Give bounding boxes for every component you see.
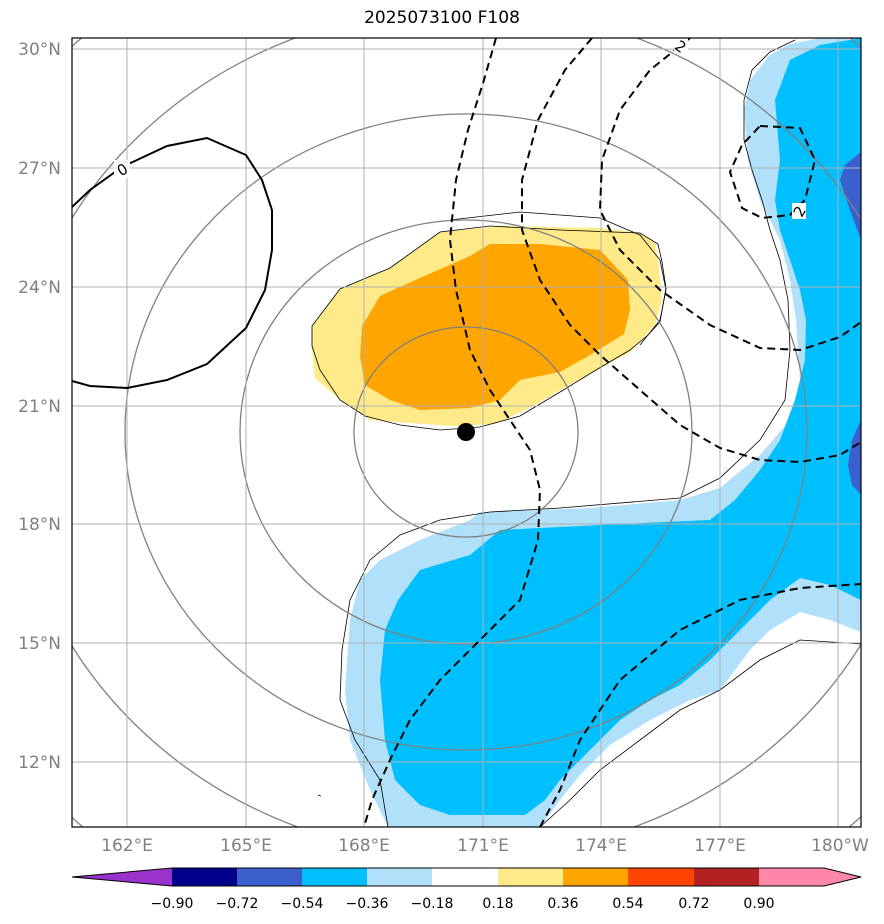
longitude-labels: 162°E 165°E 168°E 171°E 174°E 177°E 180°… (101, 836, 869, 856)
orange-region (360, 244, 630, 410)
storm-center-marker (457, 423, 475, 441)
colorbar-tick-label: 0.18 (482, 896, 513, 912)
small-dot-feature (317, 794, 322, 797)
lat-label: 18°N (18, 515, 61, 535)
lon-label: 174°E (575, 836, 627, 856)
negative-thin-contour-west (489, 39, 796, 513)
lat-label: 12°N (18, 753, 61, 773)
colorbar: −0.90 −0.72 −0.54 −0.36 −0.18 0.18 0.36 … (71, 867, 862, 912)
lon-label: 168°E (338, 836, 390, 856)
lat-label: 15°N (18, 634, 61, 654)
dashed-closed-contour (728, 124, 817, 220)
colorbar-segment (628, 868, 694, 886)
map-title: 2025073100 F108 (364, 8, 520, 28)
positive-thin-contour (311, 225, 667, 431)
colorbar-tick-label: −0.90 (151, 896, 194, 912)
colorbar-tick-label: −0.18 (411, 896, 454, 912)
lat-label: 27°N (18, 159, 61, 179)
inner-track-contour (449, 211, 667, 346)
zero-contour-line (72, 136, 273, 390)
colorbar-segment (694, 868, 759, 886)
colorbar-segment (498, 868, 563, 886)
lat-label: 30°N (18, 40, 61, 60)
zero-label-bg (114, 160, 130, 178)
colorbar-segment (302, 868, 367, 886)
map-frame (71, 37, 862, 828)
colorbar-segment (432, 868, 498, 886)
colorbar-segment (72, 868, 172, 886)
dashed-contour-south (539, 583, 861, 827)
two-label-right-bg (792, 203, 806, 219)
colorbar-tick-label: 0.90 (743, 896, 774, 912)
colorbar-segment (237, 868, 302, 886)
lon-label: 165°E (220, 836, 272, 856)
dashed-contour-middle (521, 38, 861, 464)
lon-label: 180°W (811, 836, 869, 856)
colorbar-tick-label: 0.54 (612, 896, 643, 912)
colorbar-segment (563, 868, 628, 886)
range-ring-2 (239, 219, 693, 645)
dashed-contour-east (598, 38, 861, 352)
range-ring-3 (124, 113, 808, 751)
two-label-top-bg (674, 38, 688, 54)
dashed-contours (363, 38, 861, 827)
latitude-labels: 30°N 27°N 24°N 21°N 18°N 15°N 12°N (18, 40, 61, 773)
colorbar-tick-label: −0.36 (346, 896, 389, 912)
colorbar-tick-label: 0.72 (678, 896, 709, 912)
lon-label: 177°E (694, 836, 746, 856)
positive-anomaly-shading (312, 226, 662, 426)
royal-blue-region-north (840, 152, 861, 240)
dashed-contour-west (363, 38, 542, 827)
colorbar-segment (759, 868, 861, 886)
lat-label: 24°N (18, 278, 61, 298)
colorbar-tick-label: −0.72 (216, 896, 259, 912)
deep-sky-region (380, 38, 861, 815)
colorbar-tick-label: −0.54 (281, 896, 324, 912)
colorbar-tick-label: 0.36 (547, 896, 578, 912)
lon-label: 171°E (457, 836, 509, 856)
colorbar-outline (71, 867, 862, 887)
colorbar-segment (367, 868, 432, 886)
lat-label: 21°N (18, 397, 61, 417)
negative-thin-contour-southeast (539, 639, 861, 827)
range-ring-1 (353, 326, 579, 538)
colorbar-segment (172, 868, 237, 886)
royal-blue-region-east (848, 420, 861, 495)
lon-label: 162°E (101, 836, 153, 856)
